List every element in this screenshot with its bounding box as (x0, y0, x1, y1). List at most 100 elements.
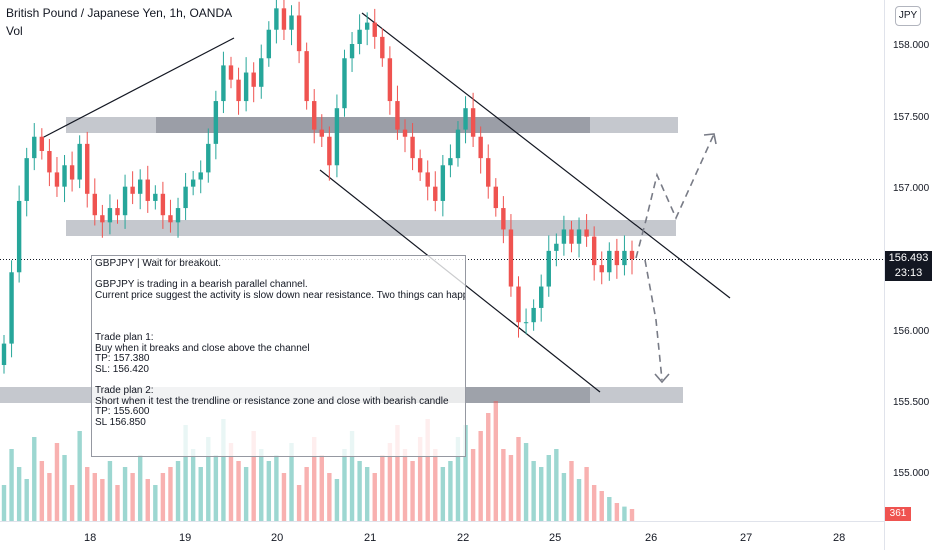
candle-body (9, 272, 14, 344)
plan1-action: Buy when it breaks and close above the c… (95, 342, 310, 354)
volume-bar (402, 449, 408, 521)
bearish-projection-path[interactable] (644, 259, 663, 381)
candle-body (312, 101, 317, 130)
time-tick-22: 22 (457, 532, 469, 544)
volume-bar (440, 467, 446, 521)
candle-body (584, 229, 589, 237)
volume-bar (546, 455, 551, 521)
candle-body (259, 58, 264, 87)
candle-body (599, 265, 604, 273)
time-tick-21: 21 (364, 532, 376, 544)
candle-body (274, 8, 279, 30)
volume-bar (470, 449, 476, 521)
candle-body (47, 151, 52, 173)
last-price-tag: 156.493 (885, 251, 932, 266)
volume-bar (523, 443, 529, 521)
volume-bar (508, 455, 514, 521)
volume-bar (213, 455, 219, 521)
channel-upper-trendline[interactable] (361, 12, 731, 299)
candle-body (85, 143, 90, 194)
volume-bar (599, 491, 604, 521)
rising-trendline[interactable] (41, 37, 235, 139)
volume-bar (448, 461, 453, 521)
trade-idea-note[interactable]: GBPJPY | Wait for breakout. GBPJPY is tr… (91, 255, 466, 457)
volume-legend[interactable]: Vol (6, 24, 23, 38)
candle-body (213, 101, 219, 144)
resistance-zone-upper-dark (156, 117, 590, 133)
volume-bar (183, 425, 188, 521)
price-tick-157: 157.000 (893, 183, 930, 194)
candle-body (554, 243, 559, 251)
candle-body (122, 186, 128, 216)
symbol-title[interactable]: British Pound / Japanese Yen, 1h, OANDA (6, 6, 233, 20)
candle-body (516, 286, 521, 323)
candle-body (39, 136, 45, 152)
volume-bar (77, 431, 82, 521)
candle-body (433, 186, 438, 201)
volume-bar (137, 455, 143, 521)
candle-body (115, 208, 120, 216)
volume-bar (410, 461, 415, 521)
candle-body (539, 286, 544, 308)
candle-body (175, 208, 181, 223)
candle-body (448, 158, 453, 166)
candle-body (77, 143, 82, 180)
volume-bar (319, 455, 324, 521)
volume-bar (107, 461, 113, 521)
volume-bar (357, 461, 362, 521)
volume-bar (364, 467, 370, 521)
candle-body (478, 136, 483, 159)
candle-body (342, 58, 347, 109)
price-tick-157-5: 157.500 (893, 112, 930, 123)
candle-body (190, 179, 196, 187)
resistance-zone-middle[interactable] (66, 220, 676, 236)
volume-bar (221, 419, 226, 521)
volume-bar (206, 437, 211, 521)
currency-badge[interactable]: JPY (895, 6, 921, 26)
volume-bar (334, 479, 340, 521)
volume-bar (584, 467, 589, 521)
volume-bar (591, 485, 597, 521)
candle-body (417, 158, 423, 173)
price-tick-155: 155.000 (893, 468, 930, 479)
candle-body (24, 158, 29, 201)
volume-bar (486, 413, 491, 521)
candle-body (327, 136, 332, 166)
candle-body (62, 165, 67, 187)
volume-bar (62, 455, 67, 521)
candle-body (228, 65, 234, 80)
time-tick-27: 27 (740, 532, 752, 544)
bullish-projection-path[interactable] (635, 133, 715, 259)
candle-body (183, 186, 188, 209)
candle-body (54, 172, 60, 187)
volume-bar (266, 461, 272, 521)
volume-bar (122, 467, 128, 521)
volume-bar (372, 473, 377, 521)
volume-bar (289, 443, 294, 521)
candle-body (607, 250, 612, 273)
candle-body (168, 215, 173, 223)
candle-body (145, 179, 150, 201)
candle-body (501, 208, 506, 230)
volume-bar (54, 443, 60, 521)
volume-bar (85, 467, 90, 521)
candle-body (463, 108, 468, 130)
candle-body (591, 236, 597, 266)
candle-body (380, 36, 385, 59)
bearish-projection-arrowhead (654, 373, 670, 384)
volume-bar (554, 449, 559, 521)
volume-bar (501, 449, 506, 521)
candle-body (296, 15, 302, 52)
candle-body (569, 229, 574, 244)
volume-bar (342, 449, 347, 521)
volume-bar (281, 473, 287, 521)
volume-bar (24, 479, 29, 521)
candle-body (561, 229, 567, 244)
candle-body (493, 186, 499, 209)
volume-bar (349, 431, 355, 521)
candle-body (198, 172, 203, 180)
plan2-sl: SL 156.850 (95, 416, 146, 428)
price-tick-158: 158.000 (893, 40, 930, 51)
volume-bar (387, 443, 393, 521)
note-current-price-text: Current price suggest the activity is sl… (95, 289, 466, 301)
